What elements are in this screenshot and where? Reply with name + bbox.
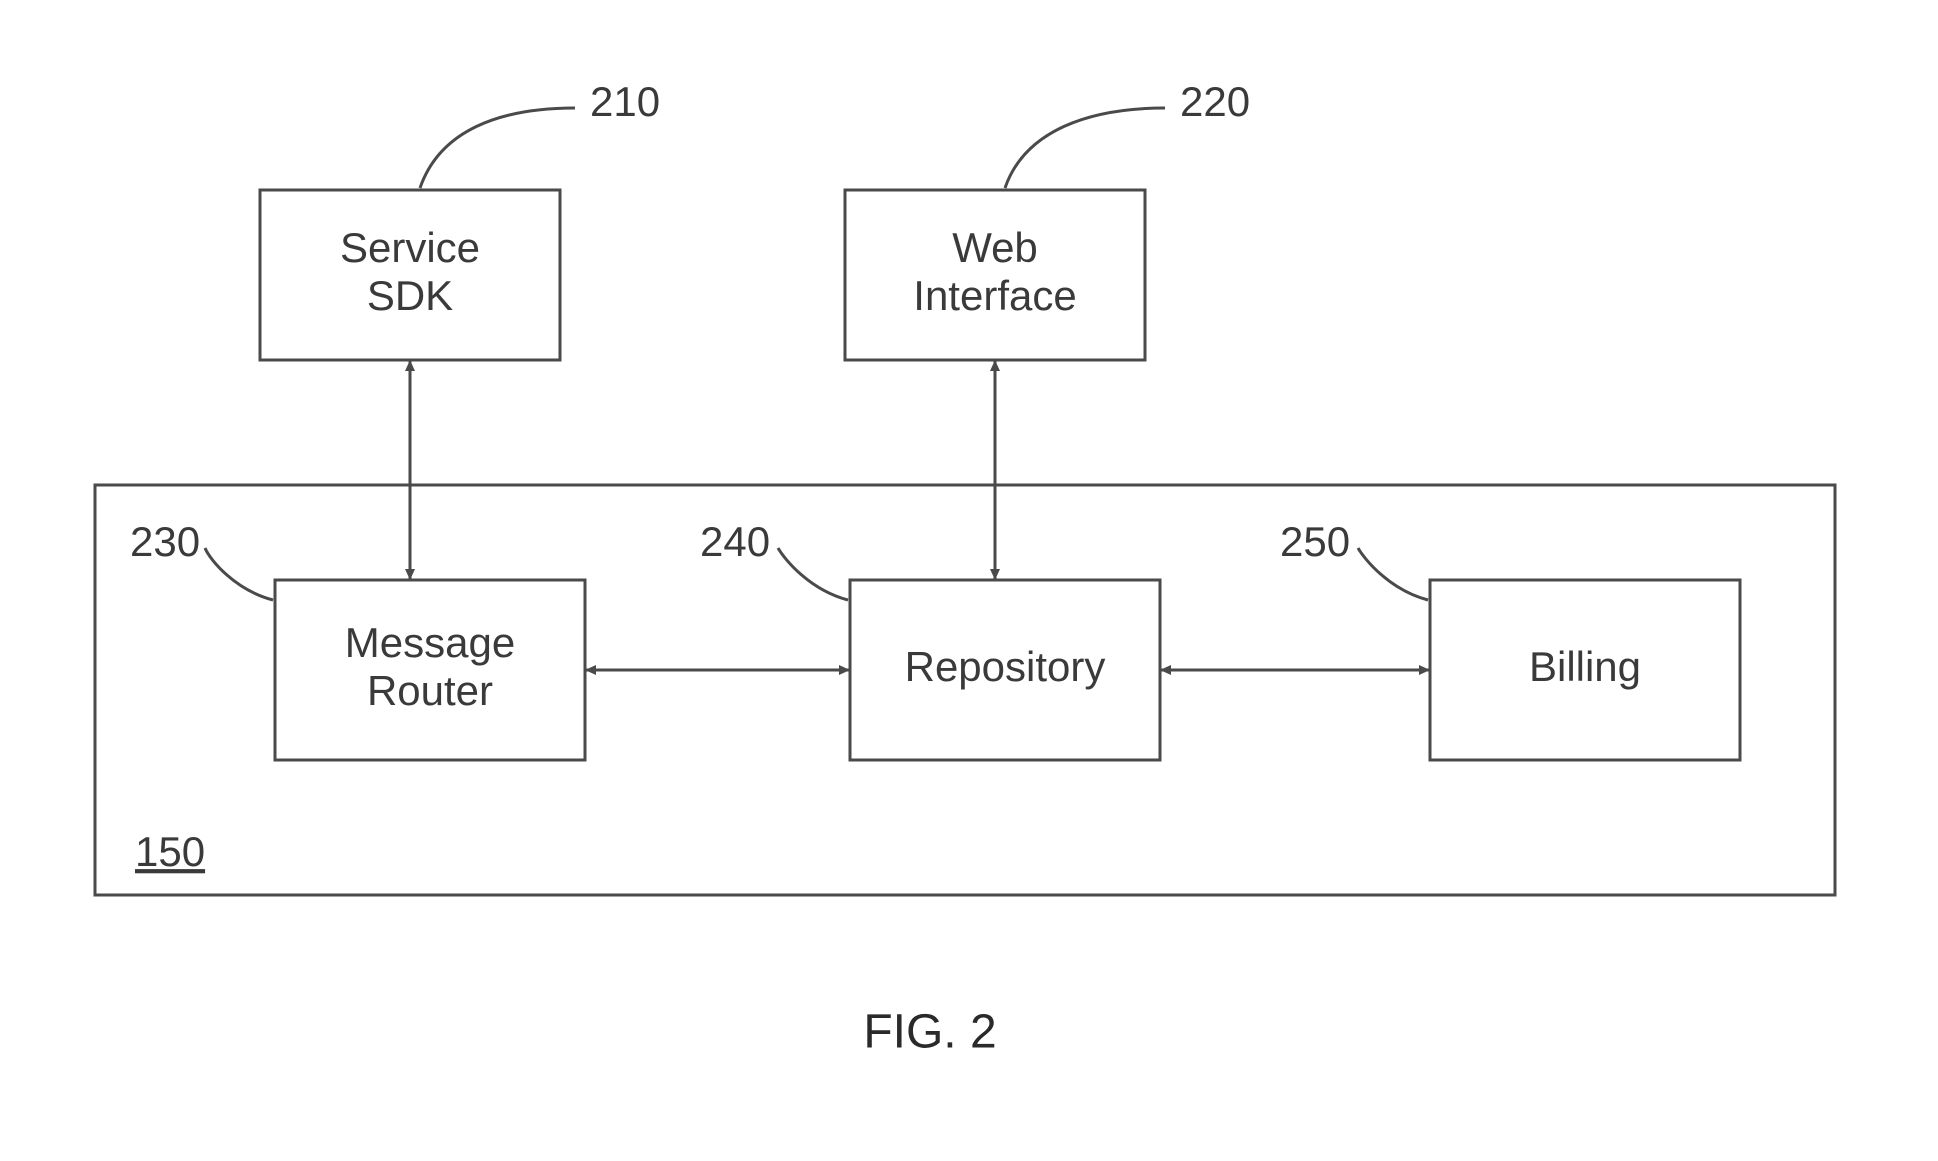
- node-web-leader: [1005, 108, 1165, 188]
- node-repository-ref: 240: [700, 518, 770, 565]
- figure-caption: FIG. 2: [863, 1006, 996, 1059]
- node-sdk-label-line-1: SDK: [367, 272, 453, 319]
- node-msgrouter-label-line-1: Router: [367, 667, 493, 714]
- node-billing: Billing 250: [1280, 518, 1740, 760]
- node-web-ref: 220: [1180, 78, 1250, 125]
- node-web-label-line-1: Interface: [913, 272, 1076, 319]
- node-msgrouter-label-line-0: Message: [345, 619, 515, 666]
- node-msgrouter-ref: 230: [130, 518, 200, 565]
- node-web: WebInterface 220: [845, 78, 1250, 360]
- node-billing-ref: 250: [1280, 518, 1350, 565]
- patent-figure-diagram: 150 ServiceSDK 210 WebInterface 220 MessageRo…: [0, 0, 1938, 1161]
- node-sdk-label-line-0: Service: [340, 224, 480, 271]
- node-repository-leader: [778, 548, 848, 600]
- node-sdk-ref: 210: [590, 78, 660, 125]
- node-billing-leader: [1358, 548, 1428, 600]
- node-msgrouter: MessageRouter 230: [130, 518, 585, 760]
- node-repository: Repository 240: [700, 518, 1160, 760]
- node-repository-label-line-0: Repository: [905, 643, 1106, 690]
- node-web-label-line-0: Web: [952, 224, 1038, 271]
- node-sdk-leader: [420, 108, 575, 188]
- container-ref-label: 150: [135, 828, 205, 875]
- node-msgrouter-leader: [205, 548, 273, 600]
- node-sdk: ServiceSDK 210: [260, 78, 660, 360]
- node-billing-label-line-0: Billing: [1529, 643, 1641, 690]
